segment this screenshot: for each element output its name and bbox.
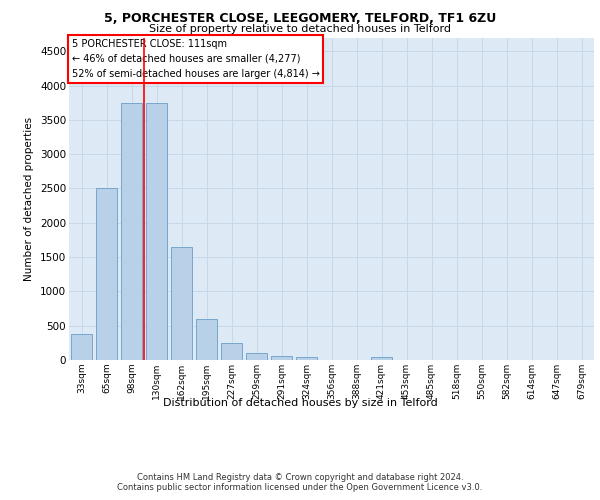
Bar xyxy=(246,353,267,360)
Text: Contains HM Land Registry data © Crown copyright and database right 2024.
Contai: Contains HM Land Registry data © Crown c… xyxy=(118,473,482,492)
Bar xyxy=(296,358,317,360)
Text: 5, PORCHESTER CLOSE, LEEGOMERY, TELFORD, TF1 6ZU: 5, PORCHESTER CLOSE, LEEGOMERY, TELFORD,… xyxy=(104,12,496,26)
Bar xyxy=(171,248,192,360)
Text: Distribution of detached houses by size in Telford: Distribution of detached houses by size … xyxy=(163,398,437,407)
Bar xyxy=(96,188,117,360)
Bar xyxy=(221,343,242,360)
Y-axis label: Number of detached properties: Number of detached properties xyxy=(25,116,34,281)
Bar xyxy=(121,102,142,360)
Bar xyxy=(146,102,167,360)
Bar xyxy=(271,356,292,360)
Bar xyxy=(196,319,217,360)
Text: Size of property relative to detached houses in Telford: Size of property relative to detached ho… xyxy=(149,24,451,34)
Bar xyxy=(71,334,92,360)
Bar xyxy=(371,356,392,360)
Text: 5 PORCHESTER CLOSE: 111sqm
← 46% of detached houses are smaller (4,277)
52% of s: 5 PORCHESTER CLOSE: 111sqm ← 46% of deta… xyxy=(71,39,320,78)
